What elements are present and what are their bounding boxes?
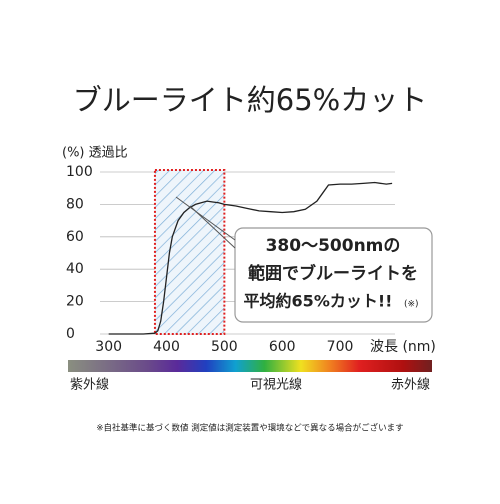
x-tick-label: 400 [153, 339, 180, 355]
y-tick-label: 60 [66, 229, 84, 245]
data-line [108, 181, 393, 335]
spectrum-label: 可視光線 [250, 377, 302, 393]
y-tick-label: 0 [66, 326, 75, 342]
highlight-band [153, 169, 226, 335]
x-tick-label: 700 [327, 339, 354, 355]
x-tick-label: 300 [95, 339, 122, 355]
x-tick-label: 600 [269, 339, 296, 355]
y-tick-label: 80 [66, 196, 84, 212]
y-tick-label: 40 [66, 261, 84, 277]
spectrum-label: 紫外線 [70, 377, 109, 393]
chart-title: ブルーライト約65%カット [73, 83, 427, 117]
annotation: 範囲でブルーライトを [248, 263, 418, 284]
callout-pointer [189, 205, 236, 249]
y-tick-label: 100 [66, 164, 93, 180]
spectrum-label: 赤外線 [391, 377, 430, 393]
callout-pointer [175, 196, 236, 241]
annotation: 平均約65%カット!! [244, 292, 393, 311]
x-tick-label: 500 [211, 339, 238, 355]
annotation: 380～500nmの [266, 236, 401, 256]
footnote: ※自社基準に基づく数値 測定値は測定装置や環境などで異なる場合がございます [96, 423, 403, 434]
annotation: (※) [404, 300, 419, 310]
callout-box [234, 227, 433, 323]
y-tick-label: 20 [66, 294, 84, 310]
y-axis-label: (%) 透過比 [62, 146, 128, 161]
spectrum-bar [68, 360, 432, 372]
x-axis-label: 波長 (nm) [370, 339, 436, 355]
